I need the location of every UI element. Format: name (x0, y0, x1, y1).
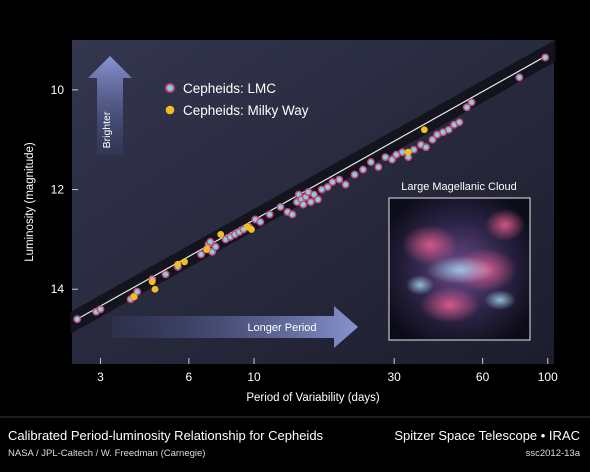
caption-title: Calibrated Period-luminosity Relationshi… (8, 428, 324, 443)
lmc-point (350, 170, 359, 179)
lmc-point (541, 53, 550, 62)
lmc-point (96, 305, 105, 314)
y-tick-label: 12 (51, 183, 65, 197)
lmc-point (444, 125, 453, 134)
milky-way-point (404, 148, 412, 156)
fit-line (76, 54, 549, 320)
y-tick-label: 14 (51, 282, 65, 296)
lmc-point (428, 135, 437, 144)
x-axis-label: Period of Variability (days) (246, 392, 380, 404)
milky-way-point (148, 278, 156, 286)
milky-way-point (248, 226, 255, 233)
lmc-point (323, 183, 332, 191)
caption-mission: Spitzer Space Telescope • IRAC (394, 428, 580, 443)
lmc-point (398, 148, 407, 157)
lmc-point (299, 200, 308, 209)
legend-lmc-label: Cepheids: LMC (183, 81, 276, 96)
x-tick-label: 6 (186, 370, 193, 384)
y-axis: 10 12 14 (51, 83, 78, 296)
longer-period-arrow-icon (112, 306, 358, 348)
lmc-point (328, 178, 337, 187)
lmc-point (422, 143, 430, 152)
x-tick-label: 10 (247, 370, 261, 384)
lmc-point (313, 195, 322, 204)
lmc-point (341, 180, 350, 189)
lmc-point (335, 175, 344, 184)
lmc-point (211, 242, 220, 251)
lmc-point (133, 287, 142, 296)
lmc-point (359, 165, 367, 174)
lmc-point (73, 315, 82, 324)
lmc-inset: Large Magellanic Cloud (388, 181, 531, 341)
legend-milky-way-label: Cepheids: Milky Way (183, 103, 309, 118)
x-tick-label: 30 (388, 370, 402, 384)
inset-title: Large Magellanic Cloud (401, 181, 517, 193)
legend-milky-way-marker (165, 105, 175, 115)
brighter-label: Brighter (101, 111, 113, 148)
lmc-point (256, 217, 265, 226)
lmc-point (276, 203, 285, 211)
milky-way-series (130, 126, 428, 301)
x-axis: 3 6 10 30 60 100 (97, 358, 558, 384)
x-tick-label: 60 (476, 370, 490, 384)
caption-credit: NASA / JPL-Caltech / W. Freedman (Carneg… (8, 448, 206, 459)
lmc-point (381, 153, 390, 162)
lmc-point (310, 190, 318, 199)
x-tick-label: 3 (97, 370, 104, 384)
lmc-point (515, 73, 524, 82)
brighter-arrow-icon (88, 56, 132, 155)
lmc-point (374, 163, 383, 172)
lmc-point (161, 270, 170, 279)
milky-way-point (151, 285, 159, 293)
lmc-point (197, 250, 205, 259)
lmc-point (288, 210, 297, 219)
y-axis-label: Luminosity (magnitude) (24, 142, 36, 262)
lmc-point (455, 118, 464, 127)
y-tick-label: 10 (51, 83, 65, 97)
lmc-point (388, 155, 396, 164)
milky-way-point (130, 293, 138, 301)
caption-image-id: ssc2012-13a (525, 448, 580, 459)
lmc-point (366, 158, 375, 167)
lmc-point (409, 145, 418, 154)
legend: Cepheids: LMC Cepheids: Milky Way (165, 81, 309, 118)
lmc-point (467, 98, 476, 107)
lmc-point (306, 198, 315, 206)
milky-way-point (174, 260, 182, 268)
milky-way-point (420, 126, 428, 134)
x-tick-label: 100 (538, 370, 558, 384)
milky-way-point (181, 258, 188, 266)
lmc-point (265, 210, 274, 219)
legend-lmc-marker (165, 83, 175, 93)
lmc-point (206, 237, 215, 246)
milky-way-point (203, 245, 211, 253)
longer-period-label: Longer Period (247, 322, 316, 334)
milky-way-point (217, 231, 225, 238)
lmc-point (462, 103, 471, 112)
